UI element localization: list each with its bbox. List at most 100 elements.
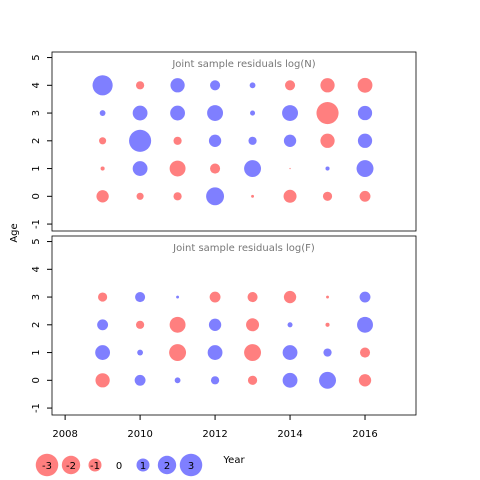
bubble — [170, 105, 185, 121]
bubble — [356, 160, 374, 178]
y-tick-label: 3 — [31, 110, 42, 116]
bubble — [176, 295, 180, 299]
bubble — [92, 75, 113, 96]
y-tick-label: 0 — [31, 377, 42, 383]
bubble — [357, 105, 373, 121]
bubble — [132, 161, 148, 176]
y-tick-label: -1 — [31, 219, 42, 229]
x-axis-label: Year — [222, 455, 245, 466]
y-tick-label: 4 — [31, 266, 42, 272]
legend-label: 3 — [188, 461, 194, 472]
bubble — [282, 372, 298, 388]
x-tick-label: 2012 — [202, 429, 227, 440]
plot-frame — [51, 51, 417, 232]
bubble — [357, 77, 373, 93]
bubble — [282, 105, 299, 122]
bubble — [209, 291, 221, 303]
bubble — [206, 187, 225, 206]
x-tick-label: 2008 — [52, 429, 77, 440]
bubble — [208, 318, 222, 331]
y-tick-label: 1 — [31, 349, 42, 355]
y-tick-label: 2 — [31, 138, 42, 144]
legend-bubble — [136, 458, 150, 472]
y-axis-label: Age — [9, 223, 20, 242]
bubble — [98, 292, 108, 302]
bubble — [251, 194, 255, 198]
bubble — [250, 110, 256, 116]
bubble — [96, 190, 109, 203]
bubble — [95, 373, 110, 388]
bubble — [244, 160, 262, 178]
panel-title: Joint sample residuals log(F) — [172, 243, 315, 254]
bubble — [169, 160, 186, 177]
bubble — [174, 377, 181, 384]
legend-bubble — [179, 453, 203, 477]
bubble — [100, 166, 105, 171]
y-tick-label: 5 — [31, 54, 42, 60]
y-tick-label: 3 — [31, 294, 42, 300]
bubble — [325, 322, 330, 327]
bubble — [359, 347, 371, 358]
bubble — [249, 82, 256, 89]
bubble — [207, 105, 224, 122]
bubble — [132, 105, 148, 121]
legend-bubble — [157, 455, 177, 475]
bubble — [137, 349, 144, 356]
bubble — [95, 345, 111, 360]
bubble — [283, 290, 297, 304]
legend-label: 2 — [164, 461, 170, 472]
legend-bubble — [61, 455, 81, 475]
bubble — [320, 133, 335, 148]
plot-frame — [51, 235, 417, 416]
bubble — [289, 167, 291, 170]
y-tick-label: 0 — [31, 193, 42, 199]
x-tick-label: 2010 — [127, 429, 152, 440]
bubble — [97, 319, 109, 331]
bubble — [247, 375, 258, 385]
bubble — [173, 136, 182, 145]
bubble — [135, 320, 145, 329]
bubble — [357, 316, 373, 333]
x-tick-label: 2014 — [277, 429, 302, 440]
bubble — [129, 129, 152, 152]
bubble — [357, 133, 373, 148]
bubble — [99, 137, 107, 145]
bubble — [208, 134, 222, 147]
bubble — [244, 344, 262, 362]
y-tick-label: 2 — [31, 322, 42, 328]
bubble — [134, 374, 146, 386]
legend-label: 0 — [116, 461, 122, 472]
y-tick-label: -1 — [31, 403, 42, 413]
x-tick-label: 2016 — [352, 429, 377, 440]
bubble — [99, 110, 106, 116]
bubble — [282, 345, 298, 360]
legend-label: 1 — [140, 461, 146, 472]
bubble — [326, 295, 329, 299]
bubble — [283, 134, 297, 147]
bubble — [169, 344, 187, 362]
bubble — [359, 291, 371, 303]
bubble — [320, 78, 335, 93]
bubble — [319, 371, 337, 389]
legend-label: -1 — [90, 461, 100, 472]
bubble — [359, 190, 371, 202]
y-tick-label: 1 — [31, 165, 42, 171]
bubble — [323, 348, 332, 357]
bubble — [285, 80, 296, 91]
bubble — [136, 192, 144, 200]
bubble — [210, 80, 221, 91]
bubble — [322, 191, 333, 201]
bubble — [358, 374, 372, 387]
bubble — [169, 316, 186, 333]
bubble — [316, 101, 339, 125]
legend-bubble — [88, 458, 102, 472]
legend-bubble — [35, 453, 59, 477]
bubble — [170, 78, 185, 93]
legend-label: -3 — [42, 461, 52, 472]
bubble — [173, 192, 182, 201]
bubble — [135, 292, 146, 303]
bubble — [287, 322, 293, 328]
legend-label: -2 — [66, 461, 76, 472]
y-tick-label: 4 — [31, 82, 42, 88]
